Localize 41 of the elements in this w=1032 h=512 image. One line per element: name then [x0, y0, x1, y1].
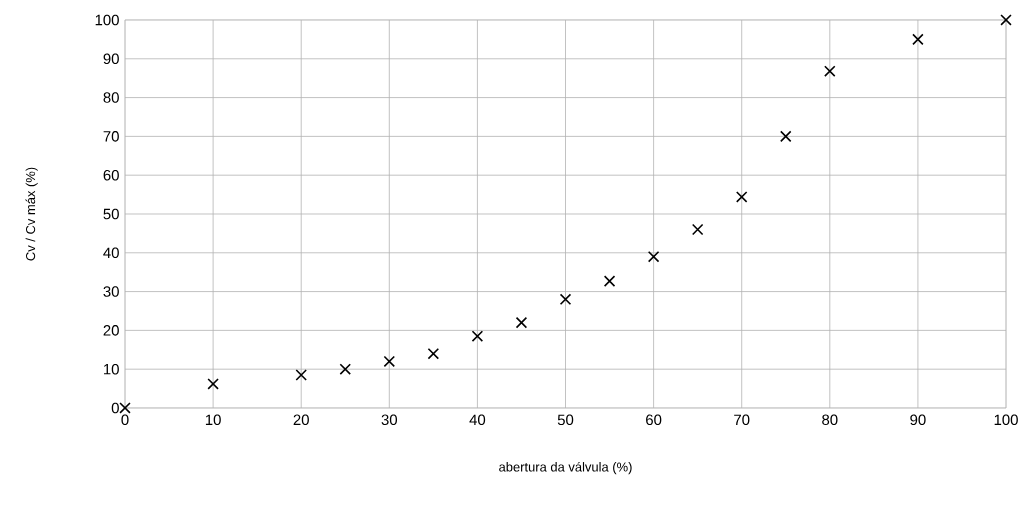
- x-tick-label: 40: [469, 414, 486, 426]
- x-axis-title: abertura da válvula (%): [499, 461, 632, 475]
- x-tick-label: 100: [994, 414, 1018, 426]
- y-tick-label: 0: [111, 402, 119, 414]
- point: [295, 369, 307, 381]
- point: [207, 378, 219, 390]
- point: [691, 223, 704, 236]
- y-tick-label: 90: [103, 53, 119, 65]
- point: [383, 355, 396, 368]
- point: [559, 293, 572, 306]
- y-axis-title: Cv / Cv máx (%): [25, 167, 38, 261]
- x-tick-label: 20: [293, 414, 309, 426]
- x-tick-label: 10: [205, 414, 221, 426]
- point: [515, 316, 528, 329]
- point: [735, 191, 748, 203]
- x-tick-label: 80: [822, 414, 838, 426]
- point: [824, 65, 836, 77]
- x-tick-label: 50: [557, 414, 574, 426]
- y-tick-label: 100: [95, 14, 119, 26]
- y-tick-label: 80: [103, 92, 119, 103]
- point: [780, 130, 792, 143]
- y-tick-label: 50: [103, 208, 119, 220]
- x-tick-label: 60: [646, 414, 662, 426]
- point: [119, 402, 131, 414]
- x-tick-label: 30: [381, 414, 398, 426]
- point: [647, 250, 660, 263]
- point: [1000, 14, 1012, 26]
- point: [471, 330, 484, 342]
- y-tick-label: 60: [103, 169, 119, 181]
- x-tick-label: 70: [734, 414, 750, 426]
- y-tick-label: 20: [103, 325, 119, 336]
- y-tick-label: 10: [104, 363, 119, 375]
- y-tick-label: 40: [103, 247, 119, 259]
- y-tick-label: 30: [103, 286, 119, 297]
- x-tick-label: 90: [910, 414, 926, 426]
- point: [339, 363, 352, 375]
- y-tick-label: 70: [103, 131, 119, 142]
- point: [427, 347, 440, 360]
- x-tick-label: 0: [121, 414, 129, 426]
- point: [912, 33, 924, 46]
- point: [603, 275, 616, 287]
